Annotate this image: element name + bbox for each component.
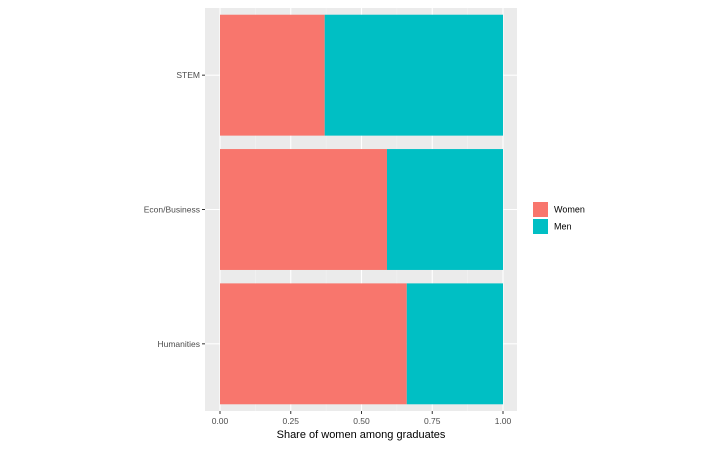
- y-axis: STEM Econ/Business Humanities: [144, 70, 205, 349]
- x-tick-label: 1.00: [495, 416, 512, 426]
- bars: [220, 14, 503, 405]
- bar-men-stem: [324, 14, 503, 136]
- legend-label-men: Men: [554, 222, 572, 232]
- bar-women-econ-business: [220, 149, 387, 270]
- y-tick-label: Econ/Business: [144, 205, 200, 215]
- x-tick-label: 0.75: [424, 416, 441, 426]
- legend-key-women: [533, 202, 548, 217]
- x-tick-label: 0.25: [282, 416, 299, 426]
- y-tick-label: STEM: [176, 70, 200, 80]
- bar-women-humanities: [220, 283, 407, 405]
- y-tick-label: Humanities: [157, 339, 200, 349]
- x-axis: 0.00 0.25 0.50 0.75 1.00: [212, 411, 512, 426]
- x-tick-label: 0.00: [212, 416, 229, 426]
- bar-men-humanities: [406, 283, 503, 405]
- legend: Women Men: [533, 202, 585, 234]
- bar-women-stem: [220, 14, 325, 136]
- legend-key-men: [533, 219, 548, 234]
- legend-label-women: Women: [554, 205, 585, 215]
- x-tick-label: 0.50: [353, 416, 370, 426]
- x-axis-title: Share of women among graduates: [277, 429, 446, 441]
- bar-men-econ-business: [386, 149, 503, 270]
